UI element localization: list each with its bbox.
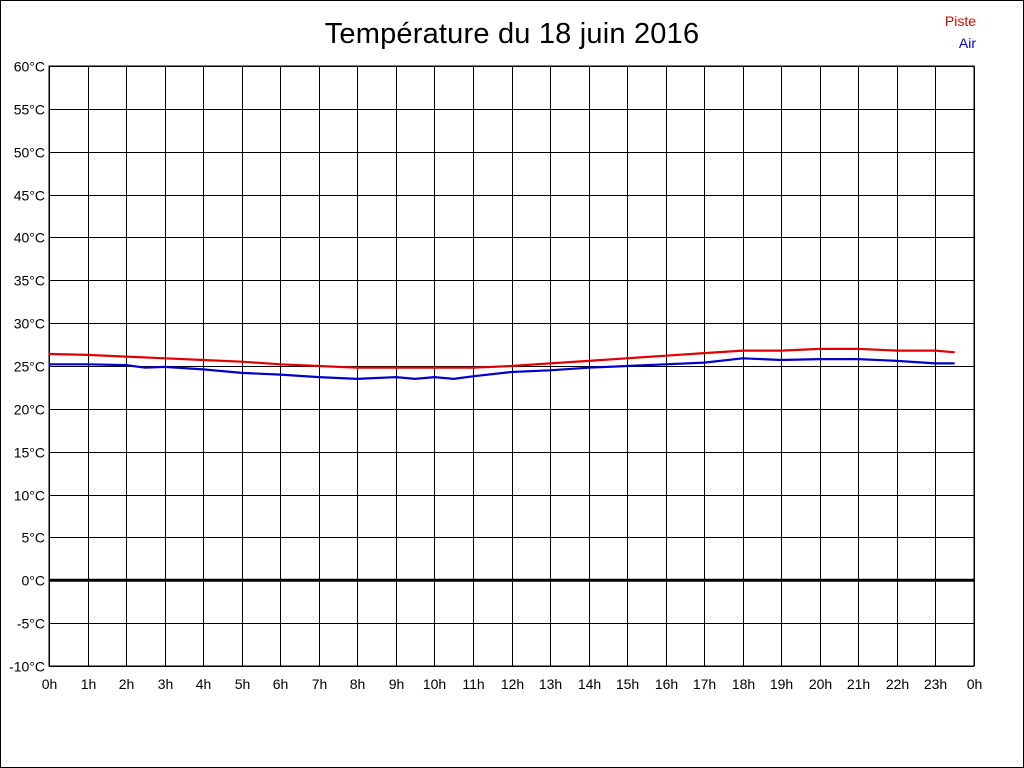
series-line-air (49, 357, 955, 380)
x-tick-label: 13h (539, 676, 562, 692)
x-tick-label: 8h (350, 676, 366, 692)
x-tick-label: 0h (967, 676, 983, 692)
chart-title: Température du 18 juin 2016 (324, 18, 700, 50)
x-tick-label: 12h (501, 676, 524, 692)
y-tick-label: 55°C (14, 102, 45, 118)
legend-air: Air (958, 35, 976, 51)
y-tick-label: 10°C (14, 488, 45, 504)
x-tick-label: 15h (616, 676, 639, 692)
x-tick-label: 10h (423, 676, 446, 692)
x-tick-label: 2h (119, 676, 135, 692)
x-tick-label: 7h (312, 676, 328, 692)
y-tick-label: -5°C (17, 616, 45, 632)
y-tick-label: 30°C (14, 316, 45, 332)
x-tick-label: 6h (273, 676, 289, 692)
y-tick-label: 5°C (22, 530, 46, 546)
x-tick-label: 18h (732, 676, 755, 692)
x-tick-label: 23h (924, 676, 947, 692)
legend-piste: Piste (944, 13, 976, 29)
x-tick-label: 3h (158, 676, 174, 692)
x-tick-label: 21h (847, 676, 870, 692)
x-tick-label: 1h (81, 676, 97, 692)
x-tick-label: 4h (196, 676, 212, 692)
y-tick-label: 40°C (14, 230, 45, 246)
y-tick-label: 15°C (14, 445, 45, 461)
y-tick-label: 20°C (14, 402, 45, 418)
x-tick-label: 0h (42, 676, 58, 692)
x-tick-label: 17h (693, 676, 716, 692)
y-tick-label: 45°C (14, 188, 45, 204)
y-tick-label: 60°C (14, 59, 45, 75)
x-tick-label: 20h (809, 676, 832, 692)
x-tick-label: 5h (235, 676, 251, 692)
series-line-piste (48, 347, 955, 369)
y-tick-label: -10°C (9, 659, 45, 675)
x-tick-label: 11h (462, 676, 484, 692)
x-tick-label: 14h (578, 676, 601, 692)
y-tick-label: 0°C (22, 573, 46, 589)
x-tick-label: 22h (886, 676, 909, 692)
x-tick-label: 16h (655, 676, 678, 692)
x-tick-label: 19h (770, 676, 793, 692)
x-tick-label: 9h (389, 676, 405, 692)
y-tick-label: 35°C (14, 273, 45, 289)
y-tick-label: 50°C (14, 145, 45, 161)
y-tick-label: 25°C (14, 359, 45, 375)
